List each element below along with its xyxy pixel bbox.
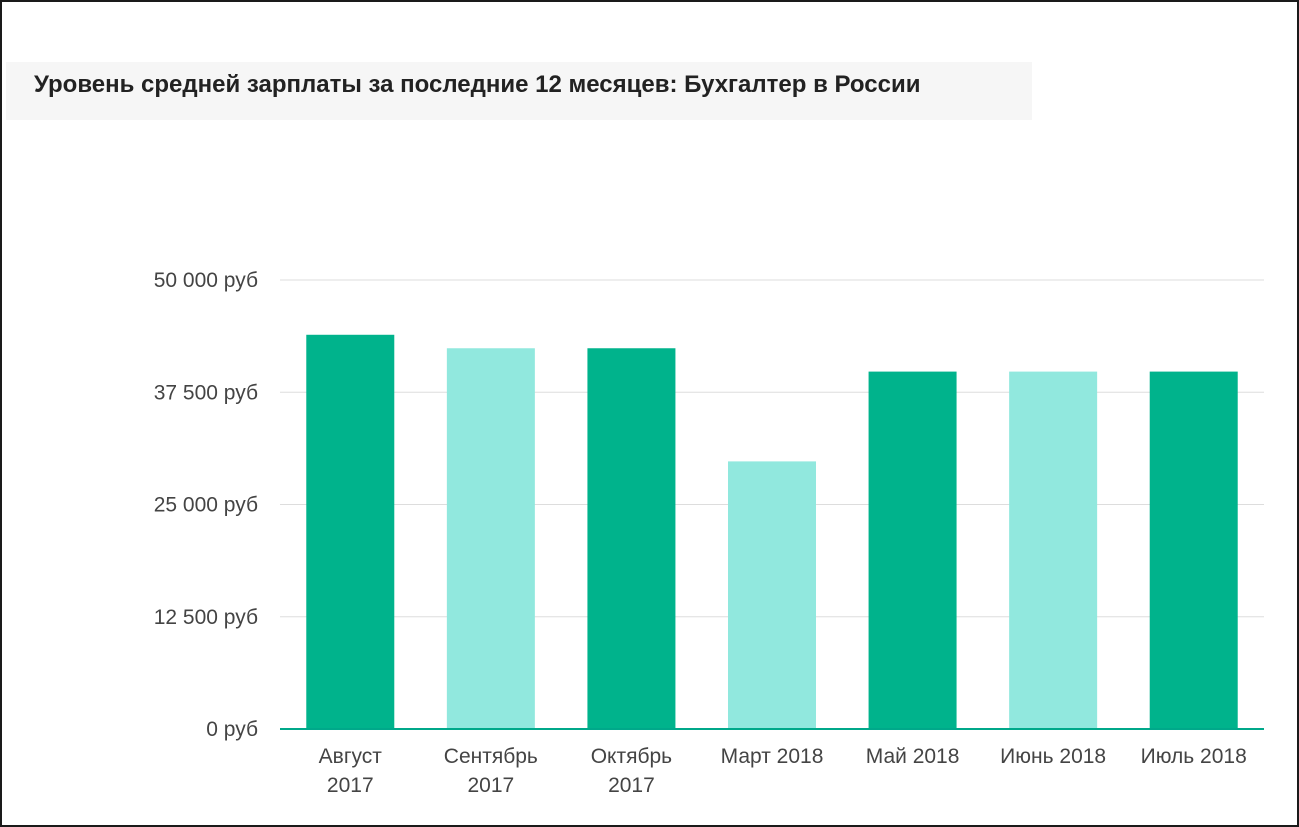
y-tick-label: 0 руб <box>206 718 258 741</box>
bar <box>1009 371 1098 729</box>
x-tick-label-line: 2017 <box>608 774 655 797</box>
bar <box>728 461 816 729</box>
y-tick-label: 37 500 руб <box>154 381 258 404</box>
x-tick-label: Август 2017 <box>319 745 383 797</box>
chart-area: 0 руб 12 500 руб 25 000 руб 37 500 руб 50 00… <box>36 202 1266 814</box>
x-tick-label: Июль 2018 <box>1141 745 1247 768</box>
bar <box>587 348 676 729</box>
x-tick-label-line: Сентябрь <box>444 745 538 768</box>
bar <box>868 371 957 729</box>
chart-title-bar: Уровень средней зарплаты за последние 12… <box>6 62 1032 120</box>
bar <box>306 334 395 729</box>
x-tick-label: Сентябрь 2017 <box>444 745 538 797</box>
bar <box>1149 371 1238 729</box>
x-tick-label: Март 2018 <box>721 745 824 768</box>
x-tick-label-line: 2017 <box>327 774 374 797</box>
x-tick-label-line: Октябрь <box>591 745 672 768</box>
x-tick-label-line: Август <box>319 745 383 768</box>
x-tick-label-line: Март 2018 <box>721 745 824 768</box>
x-tick-label-line: Май 2018 <box>866 745 960 768</box>
chart-title: Уровень средней зарплаты за последние 12… <box>34 71 921 98</box>
x-tick-label-line: Июнь 2018 <box>1000 745 1106 768</box>
y-tick-label: 50 000 руб <box>154 269 258 292</box>
x-tick-label-line: 2017 <box>467 774 514 797</box>
x-tick-label: Июнь 2018 <box>1000 745 1106 768</box>
bar <box>446 348 535 729</box>
x-tick-label-line: Июль 2018 <box>1141 745 1247 768</box>
x-tick-label: Май 2018 <box>866 745 960 768</box>
x-tick-label: Октябрь 2017 <box>591 745 672 797</box>
y-tick-label: 12 500 руб <box>154 606 258 629</box>
bar-chart: 0 руб 12 500 руб 25 000 руб 37 500 руб 50 00… <box>154 269 1264 797</box>
y-tick-label: 25 000 руб <box>154 494 258 517</box>
